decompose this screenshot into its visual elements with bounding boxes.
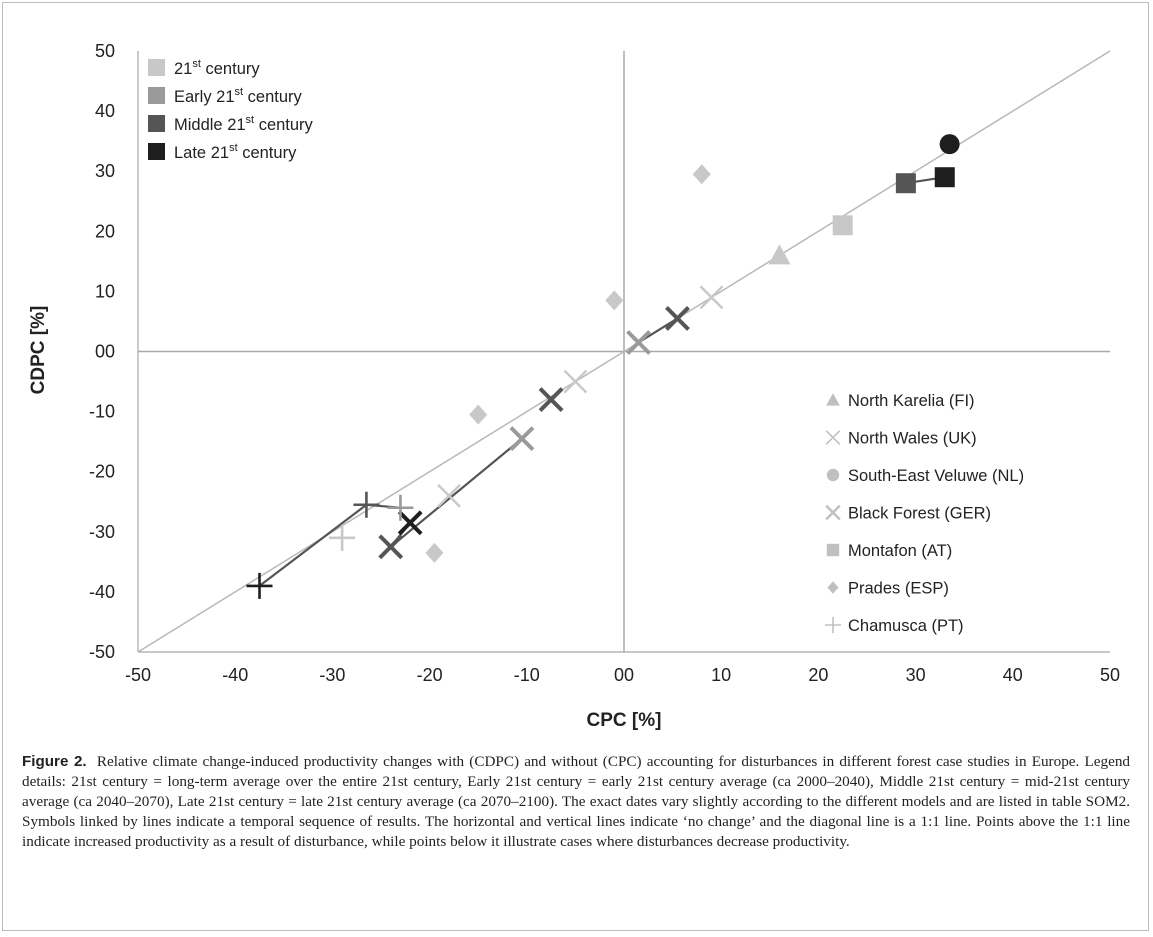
data-point (378, 534, 404, 560)
x-tick-label: -50 (125, 665, 151, 685)
legend-label: Early 21st century (174, 86, 303, 106)
legend-symbol (826, 468, 840, 482)
data-point (768, 244, 791, 265)
y-tick-label: 50 (95, 41, 115, 61)
sequence-lines (258, 176, 945, 587)
y-tick-label: -10 (89, 402, 115, 422)
caption-label: Figure 2. (22, 753, 87, 770)
data-point (397, 510, 423, 536)
case-legend: North Karelia (FI) North Wales (UK) South-… (824, 392, 1024, 635)
y-tick-label: -40 (89, 582, 115, 602)
y-tick-label: -30 (89, 522, 115, 542)
legend-swatch (148, 87, 165, 104)
data-point (699, 285, 724, 310)
legend-swatch (148, 59, 165, 76)
data-point (626, 330, 651, 355)
data-point (563, 369, 588, 394)
y-tick-label: -20 (89, 462, 115, 482)
legend-symbol (827, 581, 839, 594)
x-axis-label: CPC [%] (587, 710, 662, 731)
legend-symbol (825, 504, 841, 521)
legend-label: North Wales (UK) (848, 430, 977, 448)
y-tick-label: 30 (95, 161, 115, 181)
legend-label: Late 21st century (174, 142, 297, 162)
y-tick-label: 00 (95, 342, 115, 362)
x-tick-label: 00 (614, 665, 634, 685)
data-point (469, 404, 488, 425)
legend-label: Montafon (AT) (848, 542, 952, 560)
data-point (387, 494, 414, 521)
x-tick-label: 10 (711, 665, 731, 685)
legend-label: Prades (ESP) (848, 580, 949, 598)
x-tick-label: 50 (1100, 665, 1120, 685)
x-tick-label: -30 (319, 665, 345, 685)
data-point (832, 215, 853, 236)
legend-symbol (826, 393, 840, 406)
y-tick-label: -50 (89, 642, 115, 662)
data-point (934, 167, 955, 188)
period-legend: 21st century Early 21st century Middle 21s… (148, 58, 314, 162)
x-tick-label: -40 (222, 665, 248, 685)
legend-symbol (826, 543, 840, 557)
data-point (246, 572, 273, 599)
legend-label: Black Forest (GER) (848, 505, 991, 523)
data-point (895, 173, 916, 194)
legend-label: Chamusca (PT) (848, 617, 964, 635)
x-tick-label: -20 (417, 665, 443, 685)
data-points (246, 134, 960, 599)
data-point (509, 426, 535, 452)
scatter-chart: -50 -40 -30 -20 -10 00 10 20 30 40 50 50 40 30 20 10 00 -… (28, 41, 1120, 731)
data-point (665, 306, 690, 331)
data-point (538, 387, 564, 412)
x-tick-label: 20 (808, 665, 828, 685)
legend-label: South-East Veluwe (NL) (848, 467, 1024, 485)
data-point (353, 491, 380, 518)
y-tick-label: 10 (95, 281, 115, 301)
legend-swatch (148, 143, 165, 160)
legend-label: Middle 21st century (174, 114, 314, 134)
tick-labels: -50 -40 -30 -20 -10 00 10 20 30 40 50 50 40 30 20 10 00 -… (89, 41, 1120, 685)
legend-label: North Karelia (FI) (848, 392, 975, 410)
data-point (425, 542, 444, 563)
legend-swatch (148, 115, 165, 132)
sequence-line (258, 503, 401, 587)
figure-caption: Figure 2. Relative climate change-induce… (22, 752, 1130, 852)
y-axis-label: CDPC [%] (28, 306, 49, 395)
x-tick-label: 40 (1003, 665, 1023, 685)
legend-symbol (825, 430, 841, 445)
caption-text: Relative climate change-induced producti… (22, 753, 1131, 850)
x-tick-label: -10 (514, 665, 540, 685)
legend-symbol (824, 616, 842, 634)
data-point (605, 290, 624, 311)
data-point (692, 164, 711, 185)
y-tick-label: 20 (95, 221, 115, 241)
chart-axes (137, 50, 1111, 653)
legend-label: 21st century (174, 58, 260, 78)
data-point (437, 483, 461, 508)
data-point (329, 524, 356, 551)
x-tick-label: 30 (906, 665, 926, 685)
y-tick-label: 40 (95, 101, 115, 121)
data-point (939, 134, 960, 155)
